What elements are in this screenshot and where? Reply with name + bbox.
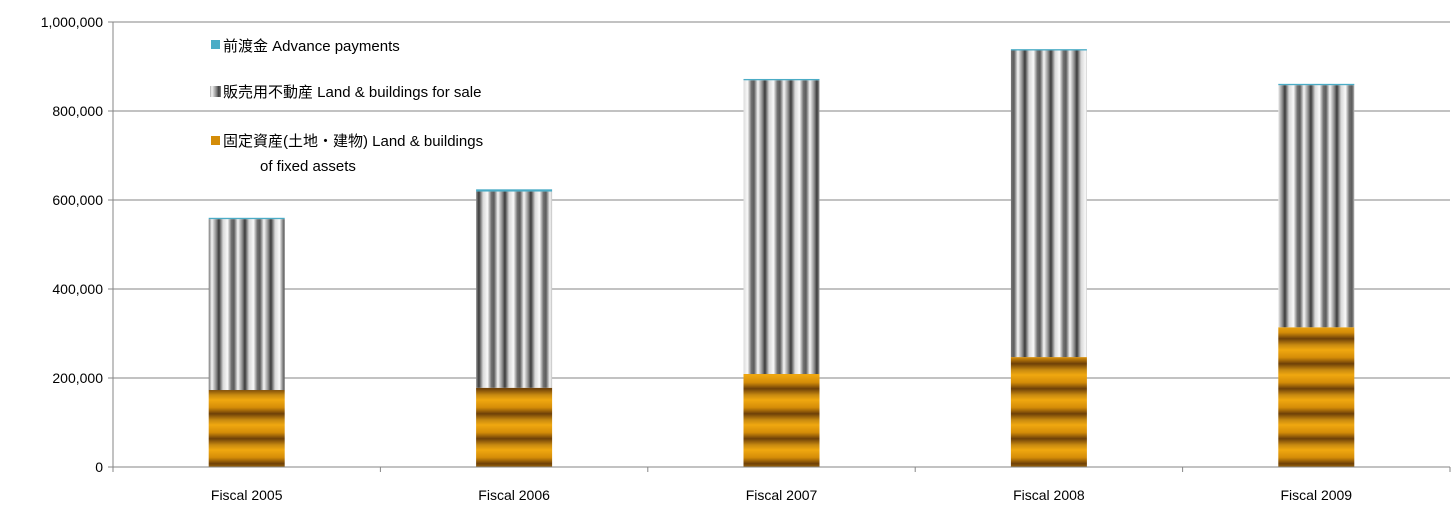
- y-tick-label: 800,000: [52, 103, 103, 119]
- bar-segment: [208, 390, 285, 467]
- bars: [208, 49, 1355, 467]
- y-tick-label: 1,000,000: [41, 14, 103, 30]
- bar-segment: [1278, 85, 1355, 328]
- legend-label-fixed-line1: 固定資産(土地・建物) Land & buildings: [223, 133, 483, 150]
- x-tick-label: Fiscal 2007: [746, 487, 818, 503]
- x-tick-label: Fiscal 2009: [1281, 487, 1353, 503]
- bar-segment: [208, 217, 285, 220]
- legend: 前渡金 Advance payments 販売用不動産 Land & build…: [210, 38, 483, 175]
- bar-segment: [1010, 357, 1087, 467]
- x-tick-label: Fiscal 2008: [1013, 487, 1085, 503]
- y-tick-label: 600,000: [52, 192, 103, 208]
- y-axis-ticks: 0 200,000 400,000 600,000 800,000 1,000,000: [41, 14, 113, 475]
- bar-segment: [476, 191, 553, 388]
- bar-segment: [1278, 83, 1355, 86]
- legend-swatch-advance: [211, 40, 220, 49]
- bar-segment: [743, 80, 820, 374]
- legend-swatch-sale: [210, 86, 221, 97]
- bar-segment: [1010, 49, 1087, 51]
- y-tick-label: 0: [95, 459, 103, 475]
- bar-segment: [743, 78, 820, 81]
- bar-segment: [476, 387, 553, 467]
- x-axis-ticks: Fiscal 2005 Fiscal 2006 Fiscal 2007 Fiscal …: [112, 467, 1451, 503]
- bar-segment: [1278, 327, 1355, 467]
- legend-swatch-fixed: [211, 136, 220, 145]
- legend-label-advance: 前渡金 Advance payments: [223, 38, 400, 55]
- y-tick-label: 400,000: [52, 281, 103, 297]
- y-tick-label: 200,000: [52, 370, 103, 386]
- legend-label-sale: 販売用不動産 Land & buildings for sale: [223, 84, 481, 101]
- bar-segment: [743, 373, 820, 467]
- bar-segment: [208, 219, 285, 391]
- bar-segment: [476, 189, 553, 192]
- bar-segment: [1010, 50, 1087, 358]
- x-tick-label: Fiscal 2006: [478, 487, 550, 503]
- x-tick-label: Fiscal 2005: [211, 487, 283, 503]
- legend-label-fixed-line2: of fixed assets: [260, 158, 356, 175]
